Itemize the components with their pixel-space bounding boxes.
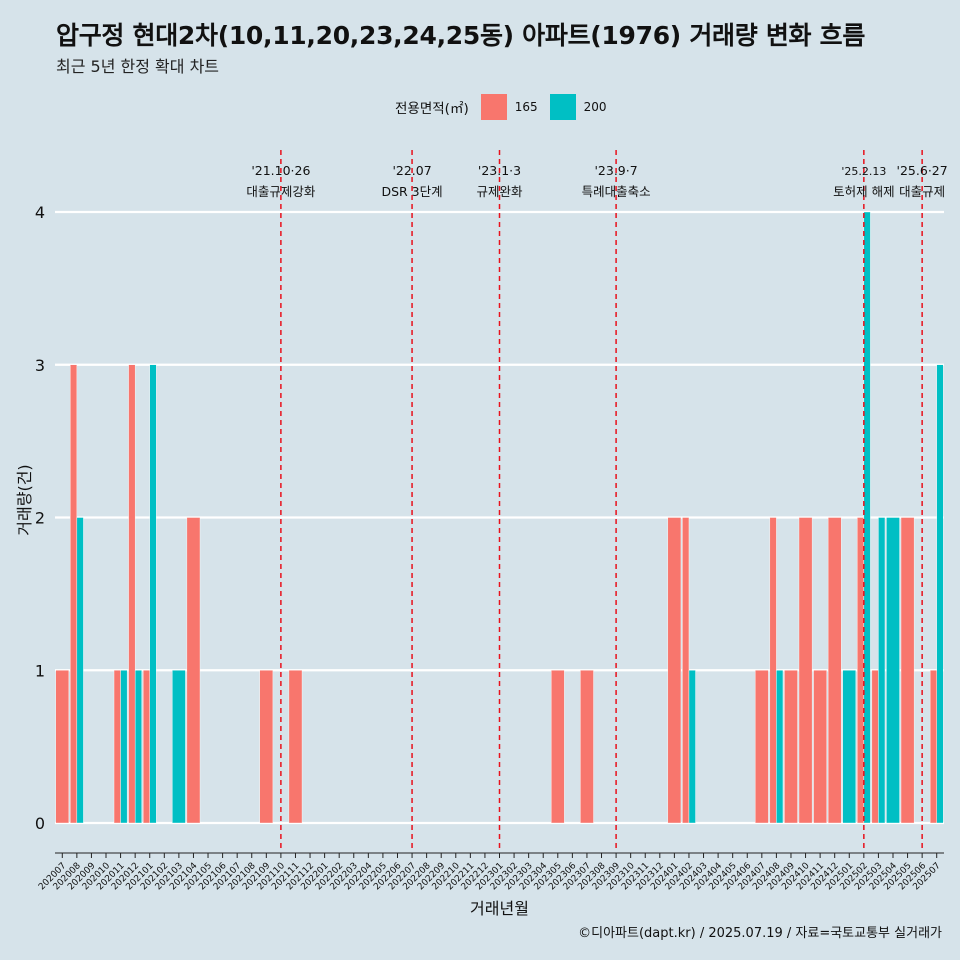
event-date-label: '25.6·27 xyxy=(897,163,948,178)
event-date-label: '23.9·7 xyxy=(594,163,637,178)
bar-200 xyxy=(76,517,84,824)
x-axis-title: 거래년월 xyxy=(470,899,529,918)
bar-165 xyxy=(784,670,798,824)
event-name-label: 특례대출축소 xyxy=(582,184,651,199)
bar-200 xyxy=(134,670,142,824)
bar-200 xyxy=(172,670,186,824)
bar-165 xyxy=(871,670,879,824)
bar-200 xyxy=(863,211,871,824)
bar-200 xyxy=(878,517,886,824)
y-axis-title: 거래량(건) xyxy=(15,464,34,535)
bar-165 xyxy=(798,517,813,824)
event-name-label: DSR 3단계 xyxy=(381,184,442,199)
bar-165 xyxy=(813,670,827,824)
y-tick-label: 2 xyxy=(35,509,45,528)
event-name-label: 규제완화 xyxy=(476,184,523,199)
bar-165 xyxy=(755,670,769,824)
bar-165 xyxy=(142,670,150,824)
bar-165 xyxy=(70,364,78,824)
bar-165 xyxy=(186,517,201,824)
bar-200 xyxy=(688,670,696,824)
bar-165 xyxy=(113,670,121,824)
bar-165 xyxy=(580,670,594,824)
y-tick-label: 1 xyxy=(35,661,45,680)
event-date-label: '21.10·26 xyxy=(251,163,310,178)
bar-165 xyxy=(827,517,842,824)
bar-200 xyxy=(886,517,900,824)
bar-165 xyxy=(128,364,136,824)
chart-title: 압구정 현대2차(10,11,20,23,24,25동) 아파트(1976) 거… xyxy=(56,21,866,50)
event-date-label: '25.2.13 xyxy=(841,165,886,178)
bar-165 xyxy=(769,517,777,824)
bar-200 xyxy=(842,670,857,824)
event-date-label: '23.1·3 xyxy=(478,163,521,178)
event-name-label: 토허제 해제 xyxy=(833,184,894,199)
y-tick-label: 0 xyxy=(35,814,45,833)
bar-200 xyxy=(776,670,784,824)
bar-165 xyxy=(682,517,690,824)
event-name-label: 대출규제 xyxy=(899,184,945,199)
y-tick-label: 3 xyxy=(35,356,45,375)
bar-165 xyxy=(55,670,70,824)
legend-label-165: 165 xyxy=(514,100,538,114)
bar-165 xyxy=(551,670,565,824)
event-date-label: '22.07 xyxy=(392,163,431,178)
chart-subtitle: 최근 5년 한정 확대 차트 xyxy=(56,57,220,76)
bar-165 xyxy=(929,670,937,824)
bar-165 xyxy=(667,517,682,824)
bar-165 xyxy=(857,517,865,824)
bar-165 xyxy=(259,670,274,824)
legend: 전용면적(㎡) 165 200 xyxy=(395,94,619,120)
source-caption: ©디아파트(dapt.kr) / 2025.07.19 / 자료=국토교통부 실… xyxy=(578,926,942,941)
bar-200 xyxy=(149,364,157,824)
legend-swatch-200 xyxy=(549,94,576,120)
bar-200 xyxy=(936,364,944,824)
legend-title: 전용면적(㎡) xyxy=(395,101,469,117)
legend-swatch-165 xyxy=(480,94,507,120)
bar-165 xyxy=(288,670,303,824)
bar-200 xyxy=(120,670,128,824)
bar-165 xyxy=(900,517,915,824)
y-tick-label: 4 xyxy=(35,203,45,222)
legend-label-200: 200 xyxy=(583,100,607,114)
event-name-label: 대출규제강화 xyxy=(246,184,316,199)
